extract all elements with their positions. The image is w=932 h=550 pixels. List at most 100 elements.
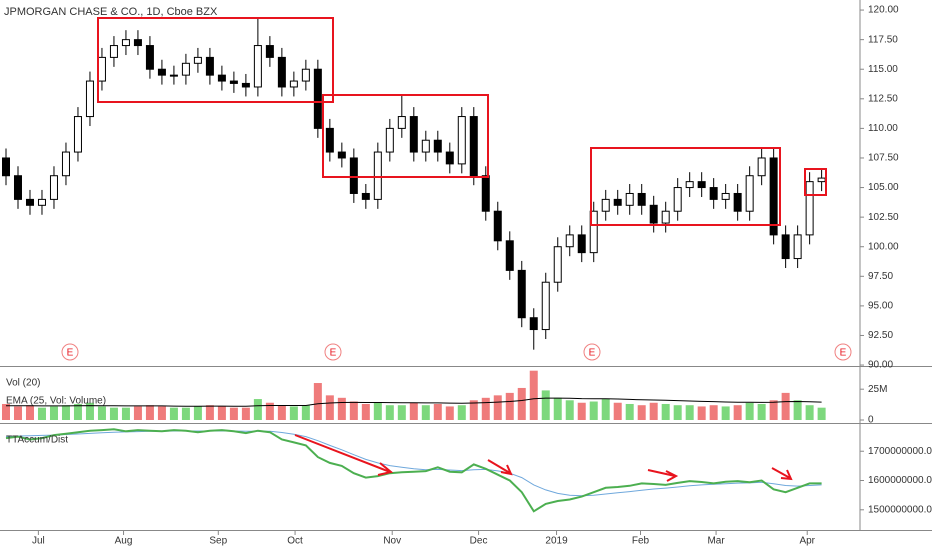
x-tick-label: Feb	[632, 536, 650, 547]
volume-bar	[613, 402, 622, 420]
candle-body	[325, 127, 334, 153]
volume-bar	[313, 383, 322, 420]
volume-bar	[337, 397, 346, 420]
candle-body	[817, 177, 826, 183]
volume-bar	[37, 407, 46, 420]
candle-body	[349, 157, 358, 194]
candle-body	[709, 187, 718, 200]
volume-bar	[721, 406, 730, 420]
candle-body	[697, 181, 706, 189]
volume-bar	[805, 405, 814, 420]
y-tick-label: 117.50	[868, 34, 898, 45]
volume-bar	[577, 402, 586, 420]
volume-bar	[61, 405, 70, 420]
y-tick-label: 112.50	[868, 93, 898, 104]
candle-body	[637, 192, 646, 206]
candle-body	[625, 192, 634, 206]
volume-bar	[49, 406, 58, 420]
candle-body	[721, 192, 730, 200]
volume-bar	[637, 405, 646, 420]
y-tick-label: 120.00	[868, 5, 899, 16]
candle-body	[553, 246, 562, 283]
arrow	[647, 469, 679, 482]
y-tick-label: 115.00	[868, 64, 898, 75]
candle-body	[49, 175, 58, 200]
candle-body	[409, 116, 418, 153]
earnings-label: E	[67, 348, 74, 359]
volume-bar	[13, 406, 22, 420]
y-tick-label: 1500000000.00	[868, 504, 932, 515]
candle-body	[457, 116, 466, 165]
candle-body	[145, 45, 154, 70]
candle-body	[469, 116, 478, 177]
candle-body	[361, 192, 370, 200]
range-box	[322, 94, 489, 178]
volume-bar	[433, 403, 442, 420]
volume-bar	[457, 405, 466, 420]
candle-body	[577, 234, 586, 254]
candle-body	[301, 68, 310, 82]
y-tick-label: 1600000000.00	[868, 475, 932, 486]
x-tick-label: Dec	[470, 536, 488, 547]
volume-bar	[181, 407, 190, 420]
volume-bar	[373, 402, 382, 420]
volume-bar	[253, 399, 262, 420]
volume-bar	[421, 405, 430, 420]
candle-body	[25, 198, 34, 206]
earnings-marker[interactable]	[583, 343, 601, 361]
earnings-label: E	[840, 348, 847, 359]
earnings-marker[interactable]	[61, 343, 79, 361]
candle-body	[397, 116, 406, 129]
candle-body	[1, 157, 10, 177]
candle-body	[37, 198, 46, 206]
volume-bar	[685, 405, 694, 420]
volume-bar	[109, 407, 118, 420]
candle-body	[181, 62, 190, 76]
volume-bar	[469, 400, 478, 420]
candle-body	[433, 139, 442, 153]
earnings-marker[interactable]	[834, 343, 852, 361]
volume-bar	[493, 395, 502, 420]
candle-body	[745, 175, 754, 212]
y-tick-label: 92.50	[868, 330, 893, 341]
volume-bar	[205, 405, 214, 420]
candle-body	[289, 80, 298, 88]
volume-bar	[673, 405, 682, 420]
candle-body	[805, 181, 814, 236]
volume-bar	[349, 401, 358, 420]
volume-bar	[697, 406, 706, 420]
earnings-marker[interactable]	[324, 343, 342, 361]
y-tick-label: 102.50	[868, 212, 899, 223]
candle-body	[517, 269, 526, 319]
range-box	[97, 17, 334, 103]
volume-bar	[157, 406, 166, 420]
volume-bar	[817, 407, 826, 420]
candle-body	[481, 175, 490, 212]
x-tick-label: Nov	[383, 536, 401, 547]
volume-bar	[481, 397, 490, 420]
volume-bar	[409, 402, 418, 420]
candle-body	[133, 39, 142, 47]
x-tick-label: Aug	[115, 536, 133, 547]
legend-entry: EMA (25, Vol: Volume)	[6, 396, 106, 407]
annotations: E E E E	[61, 17, 852, 482]
candle-body	[445, 151, 454, 165]
candle-body	[385, 127, 394, 153]
y-tick-label: 97.50	[868, 271, 893, 282]
plot: Jul Aug Sep Oct Nov Dec 2019 Feb Mar Apr 90.00 92.5…	[1, 5, 932, 547]
volume-bar	[73, 403, 82, 420]
volume-bar	[541, 390, 550, 420]
volume-bar	[25, 405, 34, 420]
y-tick-label: 110.00	[868, 123, 898, 134]
volume-bar	[229, 407, 238, 420]
candle-body	[781, 234, 790, 260]
candle-body	[613, 198, 622, 206]
earnings-label: E	[589, 348, 596, 359]
legend-entry: Vol (20)	[6, 378, 40, 389]
candle-body	[661, 210, 670, 224]
candle-body	[73, 116, 82, 153]
volume-bar	[121, 407, 130, 420]
candle-body	[589, 210, 598, 254]
